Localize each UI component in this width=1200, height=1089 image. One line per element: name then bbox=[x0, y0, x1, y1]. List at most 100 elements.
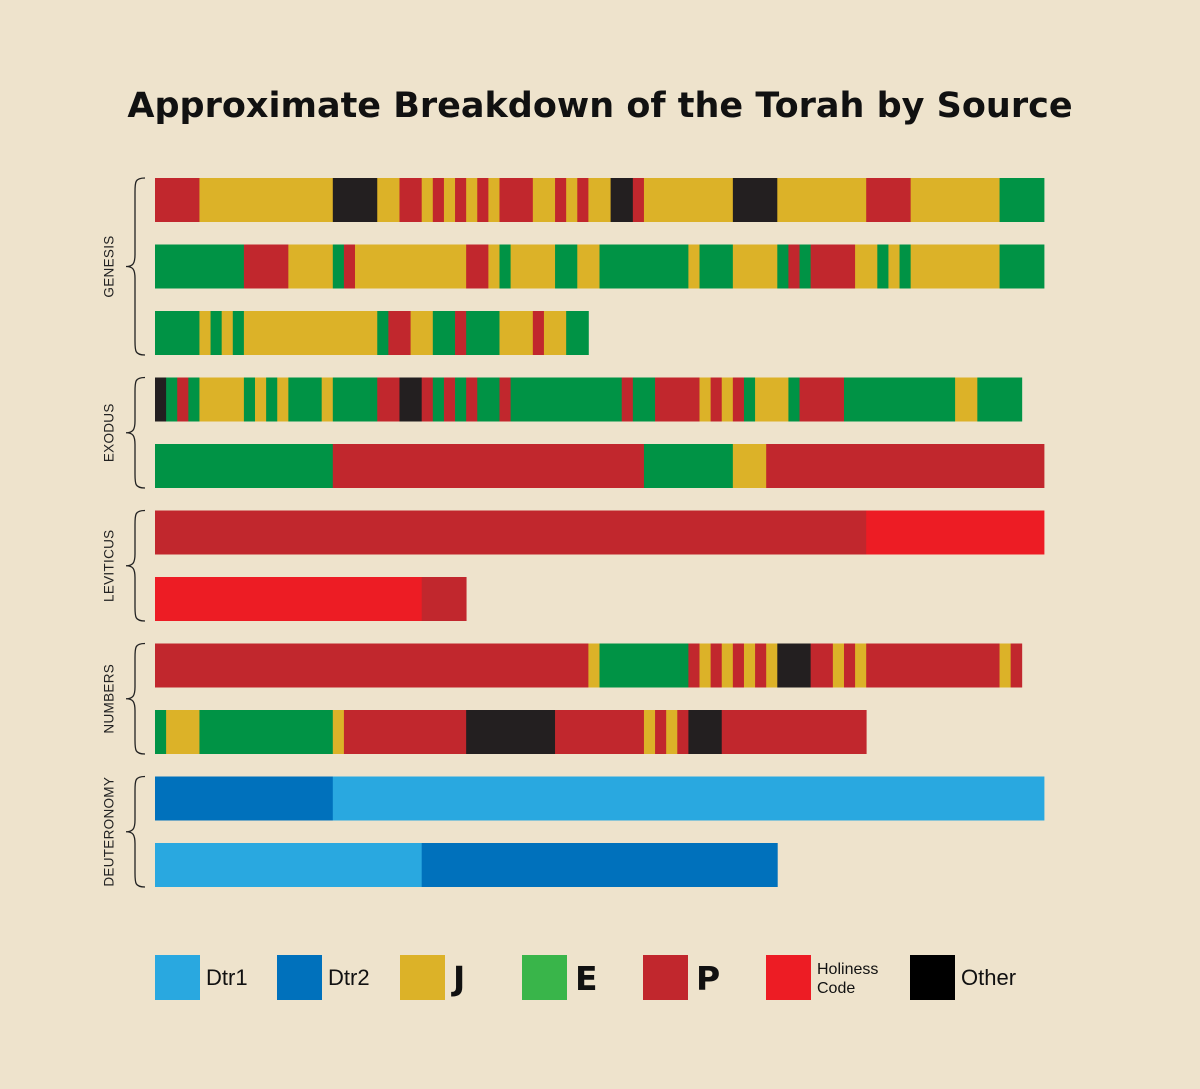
segment-numbers-2-7 bbox=[555, 710, 645, 754]
segment-genesis-1-24 bbox=[866, 178, 912, 222]
segment-exodus-1-36 bbox=[977, 377, 1023, 422]
segment-genesis-2-9 bbox=[499, 244, 511, 289]
segment-numbers-2-3 bbox=[199, 710, 334, 754]
segment-genesis-2-19 bbox=[799, 244, 812, 289]
segment-exodus-2-1 bbox=[155, 444, 334, 488]
segment-exodus-1-10 bbox=[288, 377, 323, 422]
segment-genesis-1-8 bbox=[443, 178, 456, 222]
segment-genesis-1-21 bbox=[643, 178, 734, 222]
legend-label-holiness-code: Holiness Code bbox=[817, 961, 878, 997]
segment-exodus-1-27 bbox=[710, 377, 723, 422]
segment-genesis-2-20 bbox=[810, 244, 856, 289]
book-label-numbers: NUMBERS bbox=[102, 664, 117, 734]
segment-exodus-1-32 bbox=[788, 377, 800, 422]
segment-genesis-1-12 bbox=[488, 178, 500, 222]
segment-exodus-1-28 bbox=[721, 377, 734, 422]
segment-genesis-1-16 bbox=[566, 178, 578, 222]
segment-exodus-1-20 bbox=[477, 377, 500, 422]
segment-leviticus-1-2 bbox=[866, 510, 1045, 555]
segment-exodus-1-8 bbox=[266, 377, 278, 422]
segment-numbers-1-3 bbox=[599, 643, 689, 688]
segment-exodus-1-33 bbox=[799, 377, 845, 422]
segment-numbers-2-5 bbox=[343, 710, 467, 754]
segment-genesis-3-6 bbox=[243, 311, 378, 355]
segment-genesis-2-21 bbox=[855, 244, 878, 289]
segment-genesis-1-3 bbox=[332, 178, 378, 222]
segment-genesis-2-4 bbox=[332, 244, 345, 289]
segment-genesis-3-5 bbox=[232, 311, 245, 355]
segment-exodus-1-5 bbox=[199, 377, 245, 422]
segment-genesis-3-12 bbox=[466, 311, 500, 355]
segment-genesis-2-18 bbox=[788, 244, 800, 289]
segment-leviticus-2-2 bbox=[421, 577, 467, 621]
segment-numbers-1-12 bbox=[777, 643, 812, 688]
segment-deuteronomy-1-2 bbox=[332, 776, 1045, 821]
segment-exodus-1-15 bbox=[421, 377, 434, 422]
segment-genesis-1-6 bbox=[421, 178, 434, 222]
segment-genesis-1-18 bbox=[588, 178, 612, 222]
segment-genesis-1-20 bbox=[632, 178, 645, 222]
segment-genesis-2-22 bbox=[877, 244, 889, 289]
segment-genesis-1-23 bbox=[777, 178, 867, 222]
legend-swatch-j bbox=[400, 955, 445, 1000]
segment-deuteronomy-2-2 bbox=[421, 843, 778, 887]
segment-genesis-1-11 bbox=[477, 178, 489, 222]
segment-exodus-1-19 bbox=[466, 377, 478, 422]
segment-deuteronomy-2-1 bbox=[155, 843, 423, 887]
segment-genesis-2-26 bbox=[999, 244, 1045, 289]
segment-genesis-3-16 bbox=[566, 311, 589, 355]
segment-genesis-1-19 bbox=[610, 178, 634, 222]
segment-numbers-2-8 bbox=[643, 710, 656, 754]
segment-numbers-1-1 bbox=[155, 643, 589, 688]
segment-genesis-1-13 bbox=[499, 178, 534, 222]
segment-exodus-1-30 bbox=[743, 377, 756, 422]
segment-exodus-2-2 bbox=[332, 444, 645, 488]
segment-numbers-2-2 bbox=[166, 710, 200, 754]
segment-numbers-1-11 bbox=[766, 643, 778, 688]
segment-exodus-1-24 bbox=[632, 377, 656, 422]
legend-swatch-holiness-code bbox=[766, 955, 811, 1000]
brace-leviticus bbox=[125, 509, 146, 622]
segment-exodus-1-29 bbox=[732, 377, 745, 422]
segment-numbers-2-13 bbox=[721, 710, 867, 754]
brace-exodus bbox=[125, 376, 146, 489]
segment-genesis-1-15 bbox=[555, 178, 567, 222]
segment-genesis-3-2 bbox=[199, 311, 211, 355]
segment-genesis-2-12 bbox=[577, 244, 600, 289]
brace-genesis bbox=[125, 177, 146, 356]
segment-exodus-1-16 bbox=[432, 377, 445, 422]
segment-exodus-1-22 bbox=[510, 377, 623, 422]
segment-genesis-2-3 bbox=[288, 244, 334, 289]
segment-numbers-2-6 bbox=[466, 710, 556, 754]
segment-genesis-1-17 bbox=[577, 178, 589, 222]
segment-exodus-1-13 bbox=[377, 377, 400, 422]
segment-numbers-2-10 bbox=[666, 710, 678, 754]
segment-genesis-1-26 bbox=[999, 178, 1045, 222]
segment-genesis-1-1 bbox=[155, 178, 200, 222]
legend-label-e: E bbox=[575, 959, 598, 998]
segment-exodus-1-18 bbox=[455, 377, 467, 422]
segment-exodus-1-6 bbox=[243, 377, 256, 422]
segment-numbers-1-2 bbox=[588, 643, 600, 688]
legend-label-other: Other bbox=[961, 965, 1016, 990]
segment-exodus-1-11 bbox=[321, 377, 334, 422]
segment-exodus-1-25 bbox=[655, 377, 700, 422]
segment-numbers-1-18 bbox=[999, 643, 1012, 688]
segment-genesis-2-16 bbox=[732, 244, 778, 289]
book-label-leviticus: LEVITICUS bbox=[102, 530, 117, 602]
segment-exodus-1-4 bbox=[188, 377, 200, 422]
segment-genesis-3-8 bbox=[388, 311, 411, 355]
segment-genesis-2-5 bbox=[343, 244, 356, 289]
segment-numbers-1-6 bbox=[710, 643, 723, 688]
segment-exodus-1-1 bbox=[155, 377, 167, 422]
segment-genesis-1-10 bbox=[466, 178, 478, 222]
book-label-exodus: EXODUS bbox=[102, 403, 117, 462]
segment-leviticus-1-1 bbox=[155, 510, 867, 555]
segment-genesis-1-2 bbox=[199, 178, 334, 222]
segment-genesis-1-5 bbox=[399, 178, 423, 222]
segment-exodus-1-35 bbox=[955, 377, 978, 422]
segment-genesis-2-7 bbox=[466, 244, 489, 289]
segment-numbers-1-15 bbox=[843, 643, 856, 688]
segment-exodus-1-21 bbox=[499, 377, 511, 422]
